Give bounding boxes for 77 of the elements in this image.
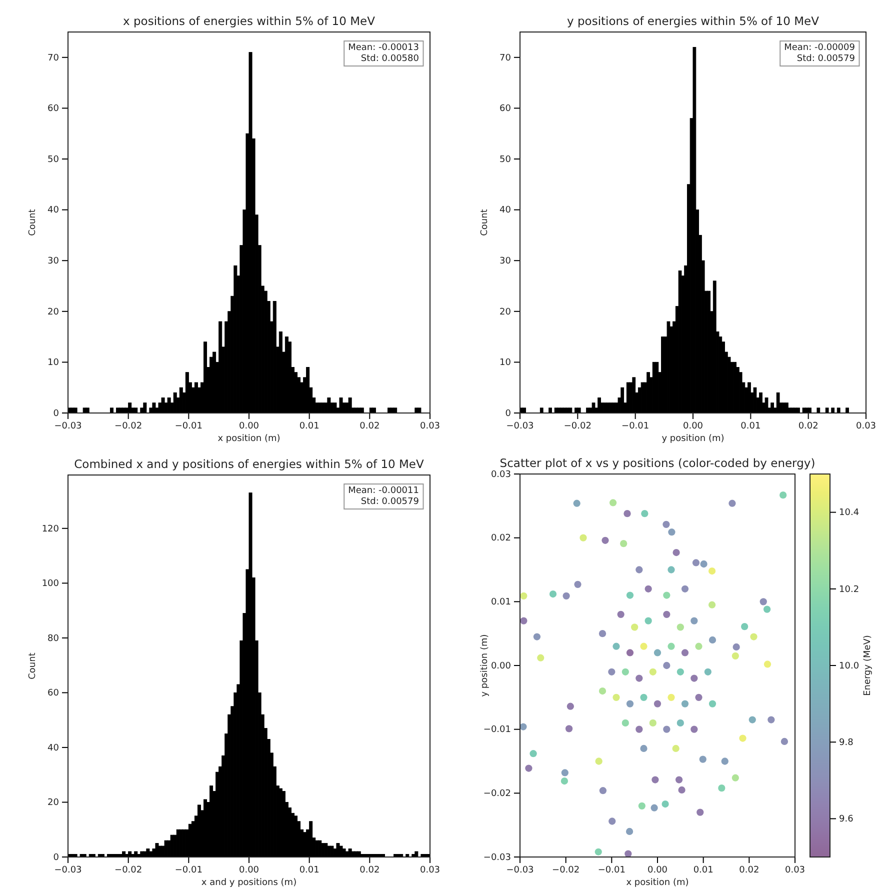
x-tick-label: −0.02	[114, 865, 142, 876]
x-tick-label: −0.03	[506, 421, 534, 432]
y-tick-label: 0	[53, 852, 60, 863]
x-tick-label: −0.02	[564, 421, 592, 432]
annotation: Mean: -0.00009 Std: 0.00579	[784, 43, 856, 64]
y-tick-label: 30	[48, 256, 60, 266]
y-tick-label: 0	[505, 408, 512, 419]
color-bar-label: 10.0	[839, 661, 860, 672]
y-tick-label: 10	[48, 358, 60, 368]
color-bar-label: 10.2	[839, 584, 860, 595]
y-tick-label: 0.02	[490, 534, 511, 544]
y-tick-label: 0.03	[490, 470, 511, 480]
x-tick-label: −0.02	[114, 421, 142, 432]
x-axis-title: y position (m)	[662, 434, 724, 444]
x-tick-label: 0.02	[739, 865, 760, 876]
y-axis-title: Count	[480, 208, 490, 236]
x-tick-label: 0.01	[693, 865, 714, 876]
chart-title: Scatter plot of x vs y positions (color-coded by energy)	[500, 456, 816, 470]
x-axis-title: x position (m)	[218, 434, 280, 444]
y-tick-label: 0.00	[490, 661, 512, 672]
x-tick-label: 0.00	[647, 865, 668, 876]
chart-title: Combined x and y positions of energies within 5% of 10 MeV	[74, 457, 424, 471]
y-tick-label: 40	[500, 206, 512, 216]
y-tick-label: 80	[48, 634, 60, 644]
chart-title: x positions of energies within 5% of 10 MeV	[123, 14, 376, 28]
x-tick-label: 0.00	[238, 865, 260, 876]
y-tick-label: 60	[48, 104, 60, 114]
x-axis-title: x position (m)	[626, 878, 689, 888]
x-tick-label: 0.02	[798, 421, 818, 432]
y-tick-label: 60	[500, 104, 512, 114]
x-tick-label: 0.00	[238, 421, 260, 432]
y-tick-label: 40	[48, 206, 60, 216]
x-tick-label: 0.02	[360, 421, 380, 432]
y-axis-title: Count	[28, 208, 38, 236]
x-axis-title: x and y positions (m)	[201, 878, 297, 888]
x-tick-label: −0.03	[506, 865, 534, 876]
x-tick-label: −0.01	[598, 865, 626, 876]
x-tick-label: −0.01	[174, 865, 202, 876]
y-tick-label: 30	[500, 256, 512, 266]
y-axis-title: Count	[28, 652, 38, 680]
x-tick-label: 0.01	[299, 865, 320, 876]
x-tick-label: −0.01	[174, 421, 202, 432]
y-tick-label: 70	[500, 53, 512, 64]
y-tick-label: 50	[48, 154, 60, 165]
chart-title: y positions of energies within 5% of 10 MeV	[567, 14, 820, 28]
x-tick-label: −0.01	[622, 421, 650, 432]
color-bar-label: 9.8	[839, 738, 854, 748]
y-tick-label: 20	[48, 798, 60, 808]
y-tick-label: 60	[48, 688, 60, 699]
y-tick-label: 40	[48, 743, 60, 754]
color-bar-title: Energy (MeV)	[863, 635, 873, 696]
x-tick-label: 0.03	[784, 865, 806, 876]
y-tick-label: 70	[48, 53, 60, 64]
y-tick-label: 10	[500, 358, 512, 368]
y-tick-label: 50	[500, 154, 512, 165]
y-tick-label: −0.01	[483, 725, 511, 736]
color-bar-label: 10.4	[839, 508, 860, 518]
x-tick-label: 0.03	[856, 421, 876, 432]
x-tick-label: 0.03	[420, 421, 440, 432]
x-tick-label: 0.03	[420, 865, 440, 876]
annotation: Mean: -0.00013 Std: 0.00580	[348, 43, 420, 64]
y-tick-label: 20	[500, 307, 512, 318]
y-tick-label: 0.01	[490, 598, 511, 608]
y-tick-label: 120	[42, 524, 60, 534]
color-bar-label: 9.6	[839, 814, 854, 825]
y-axis-title: y position (m)	[480, 634, 490, 697]
x-tick-label: 0.02	[360, 865, 380, 876]
x-tick-label: 0.01	[299, 421, 320, 432]
x-tick-label: 0.00	[682, 421, 704, 432]
y-tick-label: −0.02	[483, 789, 511, 800]
y-tick-label: −0.03	[483, 852, 511, 863]
y-tick-label: 20	[48, 307, 60, 318]
x-tick-label: −0.02	[552, 865, 580, 876]
annotation: Mean: -0.00011 Std: 0.00579	[348, 486, 420, 507]
x-tick-label: 0.01	[740, 421, 761, 432]
y-tick-label: 100	[42, 579, 60, 590]
y-tick-label: 0	[53, 408, 60, 419]
